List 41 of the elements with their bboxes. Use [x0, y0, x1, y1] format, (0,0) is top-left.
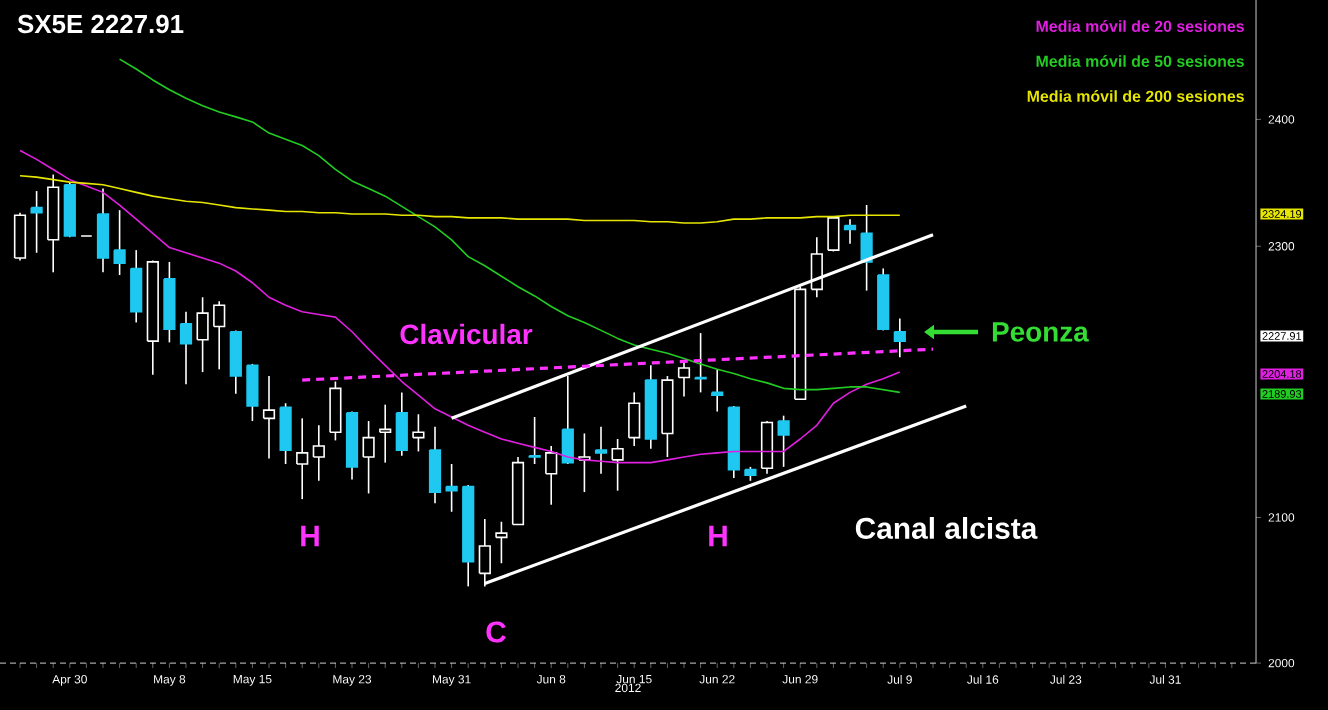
candlestick [296, 417, 309, 500]
candlestick [893, 317, 906, 358]
candlestick [229, 329, 242, 395]
candlestick [395, 391, 408, 457]
candlestick [611, 438, 624, 492]
candlestick [711, 368, 724, 413]
candlestick [528, 416, 541, 465]
text: SX5E 2227.91 [17, 14, 184, 34]
annotation: H [709, 525, 727, 547]
annotation: Canal alcista [855, 517, 1038, 539]
candlestick [412, 413, 425, 453]
candlestick [362, 420, 375, 495]
candlestick [196, 296, 209, 373]
annotation: H [301, 525, 319, 547]
candlestick [843, 218, 857, 245]
candlestick [246, 363, 259, 422]
candlestick [445, 463, 458, 513]
candlestick [628, 391, 641, 447]
annotation: Peonza [992, 322, 1089, 342]
candlestick [777, 414, 790, 468]
candlestick [130, 249, 143, 324]
candlestick [30, 190, 43, 254]
candlestick [379, 403, 392, 464]
candlestick [213, 300, 226, 371]
candlestick [13, 211, 27, 262]
candlestick [179, 310, 193, 385]
candlestick [312, 424, 325, 482]
candlestick [760, 420, 774, 475]
candlestick [96, 187, 110, 274]
candlestick [113, 209, 126, 276]
candlestick [262, 375, 276, 460]
annotation: C [486, 621, 506, 643]
candlestick [677, 361, 691, 398]
candlestick [594, 425, 608, 475]
candlestick [279, 402, 292, 465]
candlestick [495, 520, 508, 565]
candlestick [329, 380, 342, 442]
candlestick [545, 445, 558, 506]
candlestick [428, 425, 442, 505]
candlestick [694, 332, 707, 394]
annotation: Clavicular [400, 323, 533, 345]
